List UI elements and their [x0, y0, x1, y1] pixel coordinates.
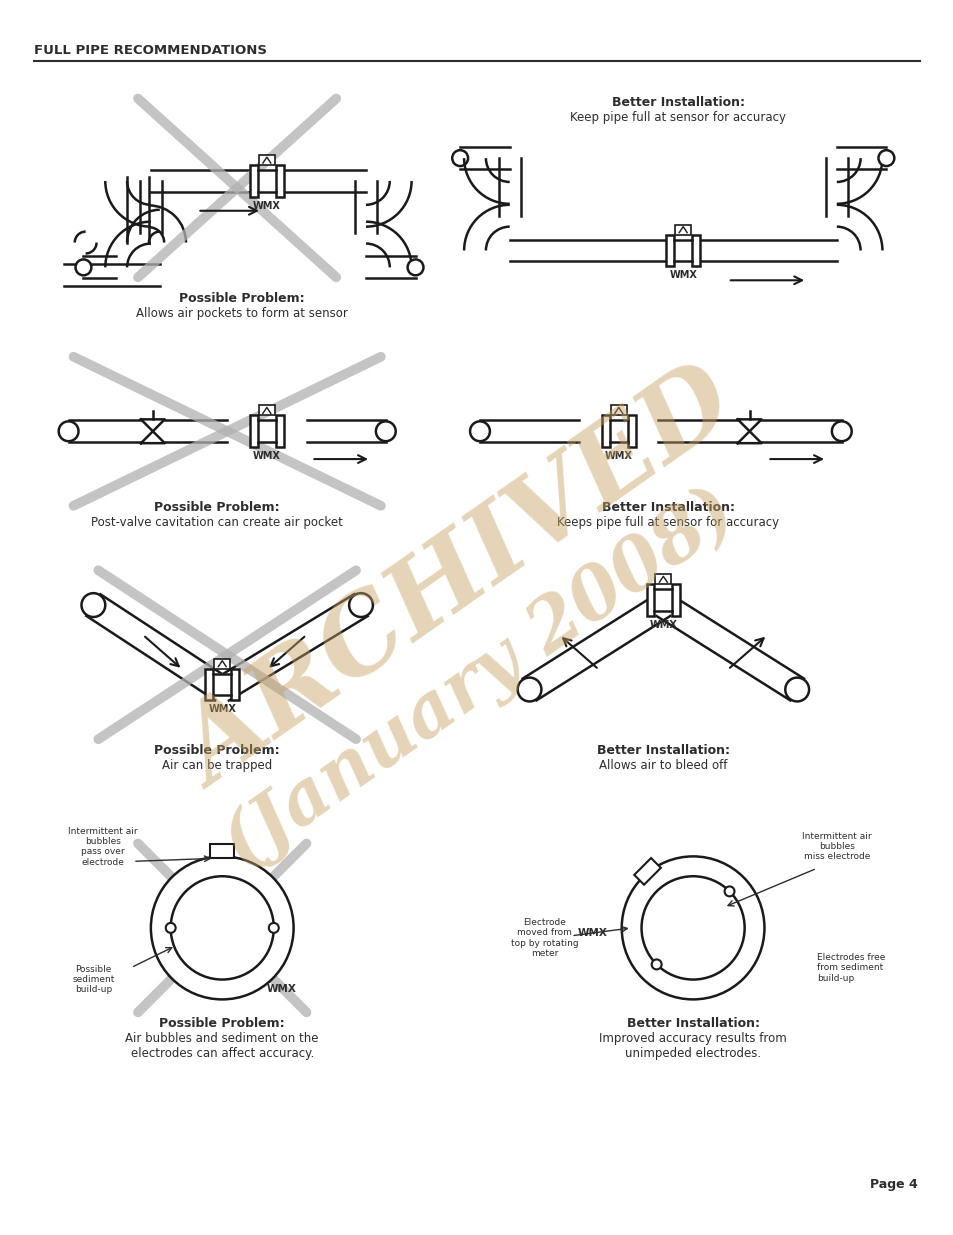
Text: WMX: WMX — [253, 201, 280, 211]
Text: WMX: WMX — [604, 451, 632, 461]
Bar — [627, 415, 635, 447]
Bar — [665, 235, 674, 267]
Circle shape — [831, 421, 851, 441]
Text: ARCHIVED: ARCHIVED — [166, 353, 754, 808]
Text: Intermittent air
bubbles
miss electrode: Intermittent air bubbles miss electrode — [801, 831, 871, 861]
Text: Page 4: Page 4 — [869, 1178, 917, 1191]
Circle shape — [349, 593, 373, 618]
Bar — [675, 225, 690, 235]
Circle shape — [724, 887, 734, 897]
Text: WMX: WMX — [578, 927, 607, 937]
Text: Possible Problem:: Possible Problem: — [179, 293, 305, 305]
Circle shape — [375, 421, 395, 441]
Text: Keep pipe full at sensor for accuracy: Keep pipe full at sensor for accuracy — [570, 111, 785, 125]
Bar — [210, 845, 233, 858]
Circle shape — [621, 856, 763, 999]
Bar — [610, 405, 626, 415]
Text: electrodes can affect accuracy.: electrodes can affect accuracy. — [131, 1047, 314, 1060]
Text: Keeps pipe full at sensor for accuracy: Keeps pipe full at sensor for accuracy — [557, 516, 779, 529]
Text: WMX: WMX — [669, 270, 697, 280]
Circle shape — [878, 151, 893, 165]
Text: Possible Problem:: Possible Problem: — [159, 1018, 285, 1030]
Text: Better Installation:: Better Installation: — [601, 500, 734, 514]
Text: Air can be trapped: Air can be trapped — [162, 760, 273, 772]
Text: (January 2008): (January 2008) — [211, 475, 748, 883]
Text: Possible
sediment
build-up: Possible sediment build-up — [72, 965, 114, 994]
Bar — [601, 415, 609, 447]
Bar — [250, 165, 257, 196]
Circle shape — [81, 593, 105, 618]
Circle shape — [151, 856, 294, 999]
Text: FULL PIPE RECOMMENDATIONS: FULL PIPE RECOMMENDATIONS — [34, 44, 267, 57]
Circle shape — [784, 678, 808, 701]
Circle shape — [470, 421, 490, 441]
Circle shape — [75, 259, 91, 275]
Text: Intermittent air
bubbles
pass over
electrode: Intermittent air bubbles pass over elect… — [69, 826, 138, 867]
Bar — [231, 668, 239, 700]
Text: Allows air pockets to form at sensor: Allows air pockets to form at sensor — [136, 308, 348, 320]
Bar — [691, 235, 700, 267]
Text: Post-valve cavitation can create air pocket: Post-valve cavitation can create air poc… — [91, 516, 343, 529]
Bar — [634, 858, 660, 884]
Bar — [655, 574, 671, 584]
Text: Possible Problem:: Possible Problem: — [154, 500, 280, 514]
Circle shape — [640, 877, 744, 979]
Text: Electrodes free
from sediment
build-up: Electrodes free from sediment build-up — [816, 952, 884, 983]
Bar — [258, 156, 274, 165]
Text: WMX: WMX — [253, 451, 280, 461]
Bar — [205, 668, 213, 700]
Circle shape — [59, 421, 78, 441]
Bar — [646, 584, 654, 616]
Text: Electrode
moved from
top by rotating
meter: Electrode moved from top by rotating met… — [510, 918, 578, 958]
Text: Allows air to bleed off: Allows air to bleed off — [598, 760, 727, 772]
Bar — [214, 658, 230, 668]
Text: Possible Problem:: Possible Problem: — [154, 743, 280, 757]
Circle shape — [166, 923, 175, 932]
Circle shape — [651, 960, 661, 969]
Circle shape — [171, 877, 274, 979]
Circle shape — [407, 259, 423, 275]
Text: unimpeded electrodes.: unimpeded electrodes. — [624, 1047, 760, 1060]
Bar — [275, 165, 283, 196]
Circle shape — [269, 923, 278, 932]
Text: WMX: WMX — [208, 704, 236, 714]
Bar — [258, 405, 274, 415]
Bar — [672, 584, 679, 616]
Bar — [275, 415, 283, 447]
Text: Air bubbles and sediment on the: Air bubbles and sediment on the — [126, 1032, 318, 1045]
Text: WMX: WMX — [649, 620, 677, 630]
Text: Better Installation:: Better Installation: — [597, 743, 729, 757]
Circle shape — [452, 151, 468, 165]
Text: WMX: WMX — [267, 984, 296, 994]
Text: Better Installation:: Better Installation: — [611, 96, 744, 110]
Text: Improved accuracy results from: Improved accuracy results from — [598, 1032, 786, 1045]
Bar — [250, 415, 257, 447]
Text: Better Installation:: Better Installation: — [626, 1018, 759, 1030]
Circle shape — [517, 678, 541, 701]
